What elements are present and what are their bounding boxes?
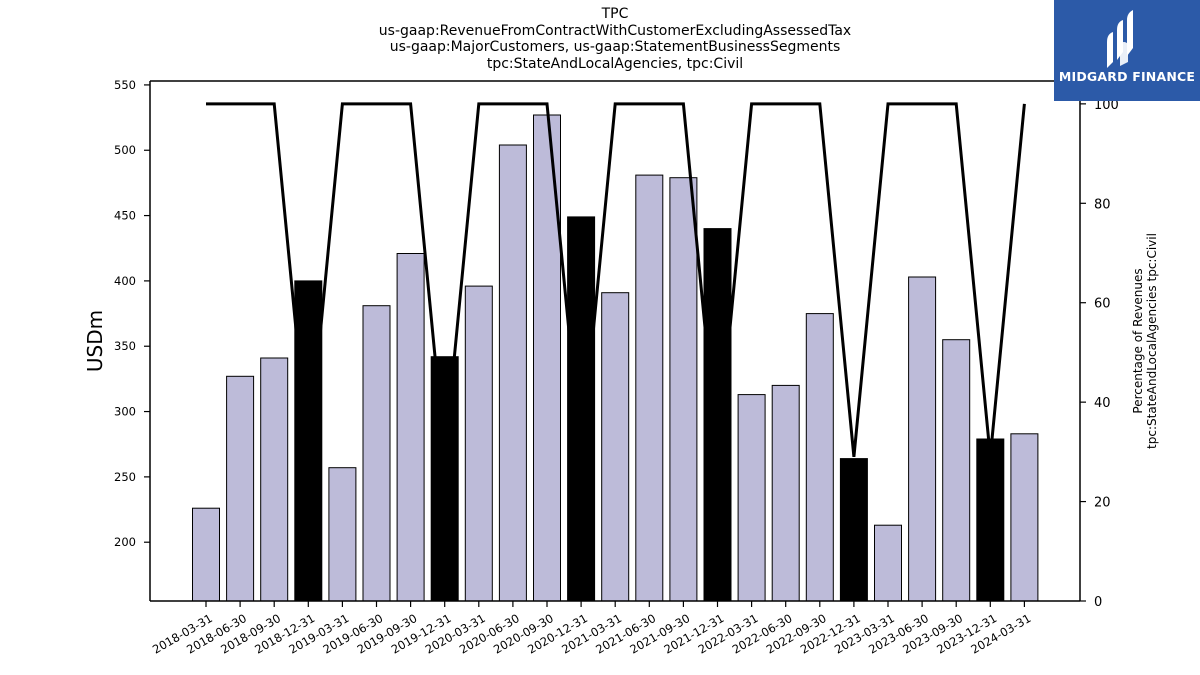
y2-tick-label: 80 <box>1094 197 1111 212</box>
y2-tick-label: 60 <box>1094 297 1111 312</box>
midgard-finance-logo: MIDGARD FINANCE <box>1054 0 1200 101</box>
bar <box>874 524 902 602</box>
bar <box>1010 433 1039 602</box>
y-tick-label: 300 <box>114 405 136 419</box>
y-axis-right-label-line-2: tpc:StateAndLocalAgencies tpc:Civil <box>1145 233 1159 449</box>
bar <box>396 253 425 602</box>
bar <box>737 394 766 602</box>
y-tick-label: 500 <box>114 143 136 157</box>
bar <box>567 216 596 602</box>
bar <box>498 144 527 602</box>
bar <box>260 357 289 602</box>
y-tick-label: 400 <box>114 274 136 288</box>
y2-tick-label: 100 <box>1094 98 1119 113</box>
y-axis-right-ticks: 0 20 40 60 80 100 <box>1080 98 1119 610</box>
y-axis-right-label-line-1: Percentage of Revenues <box>1131 268 1145 414</box>
bar <box>669 177 698 602</box>
bar-series <box>192 114 1039 602</box>
title-line-1: TPC <box>601 6 629 22</box>
y-tick-label: 350 <box>114 339 136 353</box>
y2-tick-label: 40 <box>1094 396 1111 411</box>
series-line <box>206 102 1026 457</box>
bar <box>328 467 357 602</box>
chart-title: TPC us-gaap:RevenueFromContractWithCusto… <box>150 6 1080 72</box>
y-tick-label: 200 <box>114 535 136 549</box>
y-tick-label: 450 <box>114 209 136 223</box>
bar <box>942 339 971 602</box>
title-line-4: tpc:StateAndLocalAgencies, tpc:Civil <box>486 55 744 72</box>
y-axis-right-label: Percentage of Revenues tpc:StateAndLocal… <box>1131 233 1159 449</box>
bar <box>805 313 834 602</box>
bar <box>192 507 220 602</box>
x-axis-ticks: 2018-03-312018-06-302018-09-302018-12-31… <box>150 601 1033 657</box>
bar <box>908 276 937 602</box>
bar <box>601 292 630 602</box>
title-line-3: us-gaap:MajorCustomers, us-gaap:Statemen… <box>389 39 841 55</box>
y-axis-left-label: USDm <box>83 309 107 373</box>
bar <box>635 174 664 602</box>
bar <box>362 305 391 602</box>
bar <box>771 384 800 602</box>
y-tick-label: 550 <box>114 78 136 92</box>
title-line-2: us-gaap:RevenueFromContractWithCustomerE… <box>378 22 852 39</box>
bar <box>430 356 459 602</box>
bar <box>464 285 493 602</box>
y2-tick-label: 0 <box>1094 595 1102 610</box>
bar <box>226 375 255 602</box>
bar <box>976 438 1005 602</box>
bar <box>839 458 868 602</box>
logo-text: MIDGARD FINANCE <box>1058 69 1196 84</box>
y-tick-label: 250 <box>114 470 136 484</box>
percentage-line-series <box>206 102 1026 457</box>
midgard-logo-icon <box>1107 10 1133 68</box>
y-axis-left-ticks: 200 250 300 350 400 450 500 550 <box>114 78 150 549</box>
y2-tick-label: 20 <box>1094 496 1111 511</box>
bar <box>294 280 323 602</box>
bar <box>703 228 732 602</box>
